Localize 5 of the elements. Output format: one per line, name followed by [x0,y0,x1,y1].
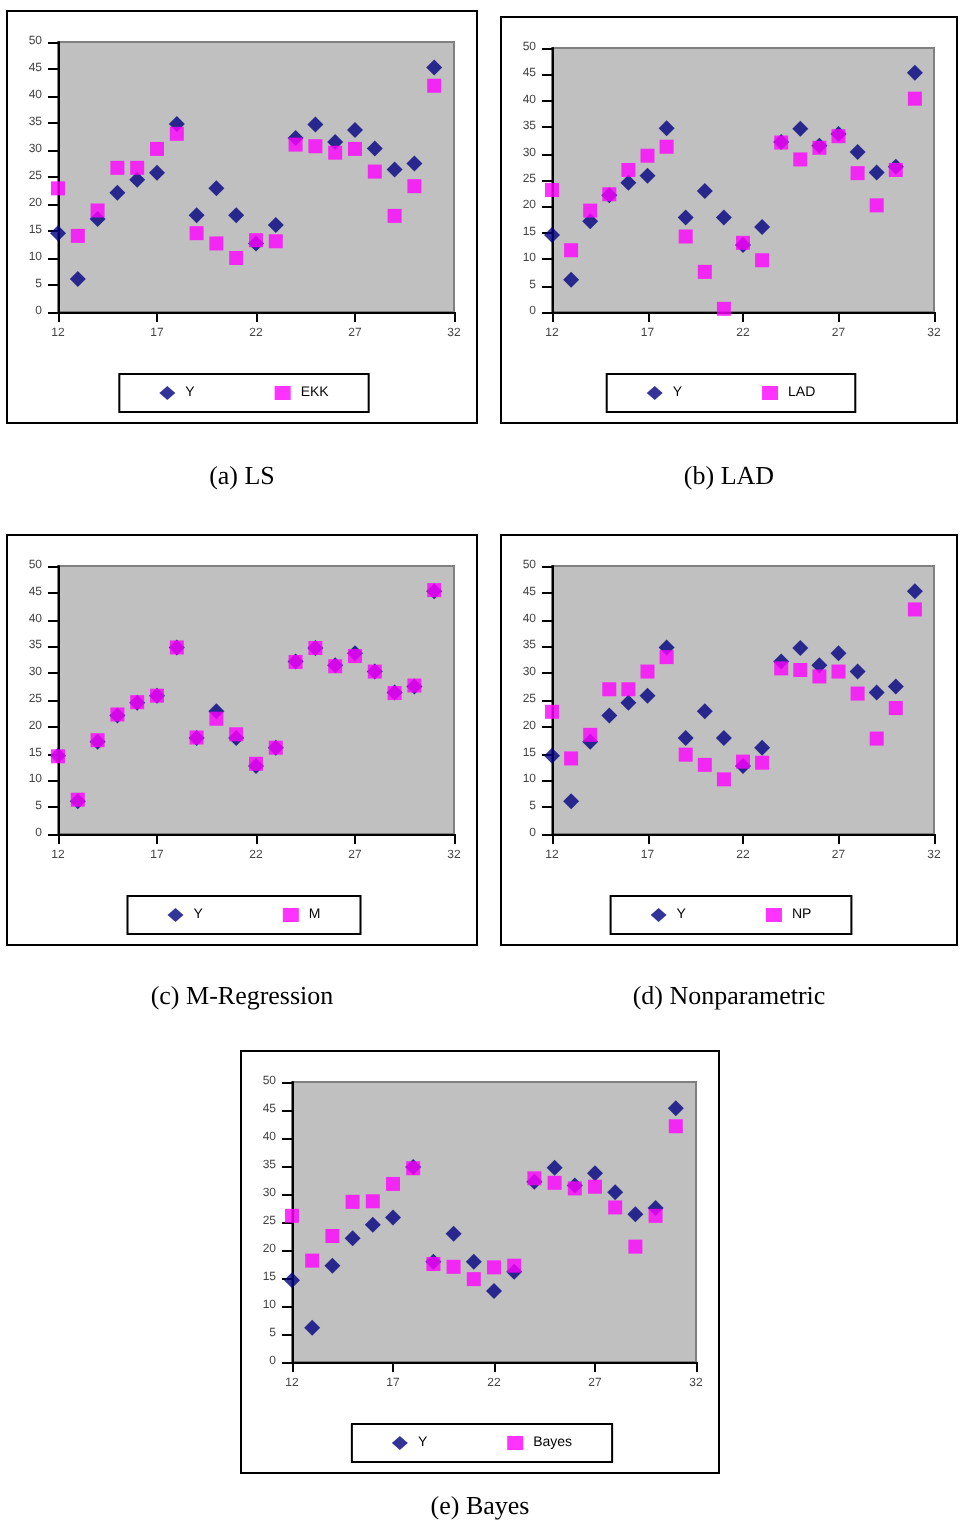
text: (c) M-Regression [148,980,336,1012]
text: (e) Bayes [428,1490,532,1522]
text: (d) Nonparametric [630,980,828,1012]
text: (a) LS [207,460,277,492]
text: (b) LAD [681,460,777,492]
